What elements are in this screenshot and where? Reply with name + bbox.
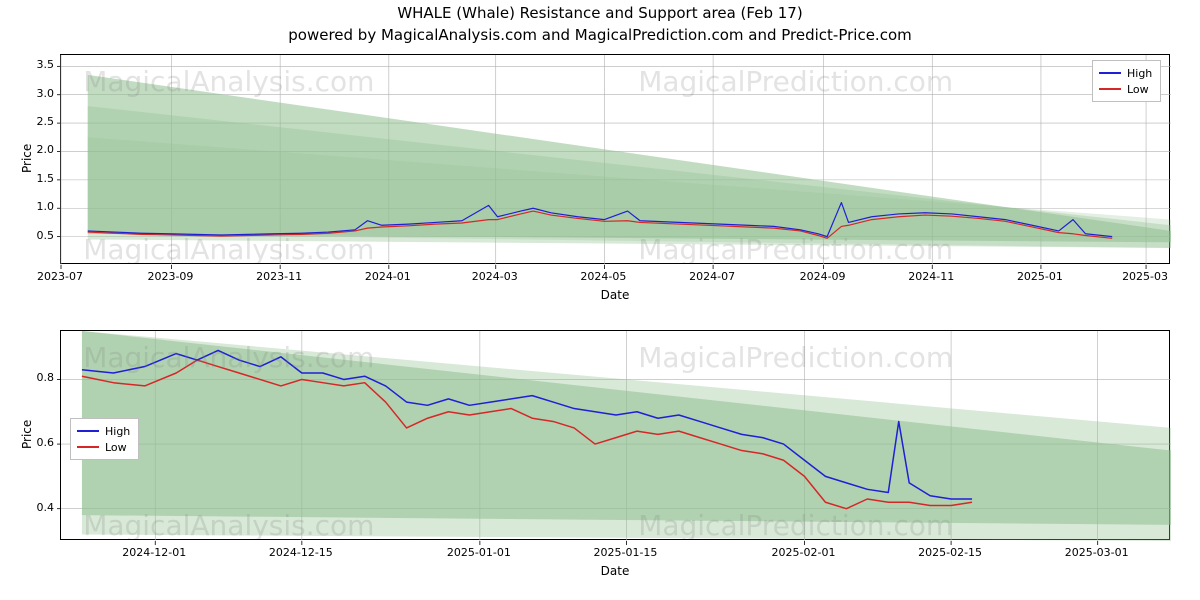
watermark-text: MagicalPrediction.com: [638, 341, 953, 374]
x-tick-label: 2023-11: [256, 270, 302, 283]
y-tick-label: 2.5: [14, 115, 54, 128]
watermark-text: MagicalAnalysis.com: [83, 341, 374, 374]
x-tick-label: 2025-01-01: [447, 546, 511, 559]
legend-item: Low: [1099, 81, 1152, 97]
watermark-text: MagicalPrediction.com: [638, 509, 953, 539]
legend-label: High: [1127, 67, 1152, 80]
y-tick-label: 0.8: [14, 371, 54, 384]
top-chart-overlay: MagicalAnalysis.com MagicalPrediction.com…: [61, 55, 1169, 263]
bottom-chart-panel: MagicalAnalysis.com MagicalPrediction.com…: [60, 330, 1170, 540]
legend-swatch: [1099, 88, 1121, 90]
x-tick-label: 2024-11: [908, 270, 954, 283]
legend-swatch: [77, 446, 99, 448]
top-chart-panel: MagicalAnalysis.com MagicalPrediction.com…: [60, 54, 1170, 264]
y-tick-label: 3.0: [14, 87, 54, 100]
x-tick-label: 2024-12-15: [269, 546, 333, 559]
x-tick-label: 2023-09: [147, 270, 193, 283]
x-tick-label: 2024-09: [800, 270, 846, 283]
watermark-text: MagicalPrediction.com: [638, 233, 953, 263]
legend-label: Low: [1127, 83, 1149, 96]
x-tick-label: 2025-02-01: [772, 546, 836, 559]
x-tick-label: 2025-01: [1017, 270, 1063, 283]
bottom-chart-overlay: MagicalAnalysis.com MagicalPrediction.com…: [61, 331, 1169, 539]
y-tick-label: 1.0: [14, 200, 54, 213]
legend-item: High: [77, 423, 130, 439]
chart-title: WHALE (Whale) Resistance and Support are…: [0, 4, 1200, 22]
legend-swatch: [1099, 72, 1121, 74]
x-tick-label: 2024-03: [472, 270, 518, 283]
legend-item: High: [1099, 65, 1152, 81]
top-x-axis-label: Date: [60, 288, 1170, 302]
bottom-x-axis-label: Date: [60, 564, 1170, 578]
x-tick-label: 2024-12-01: [122, 546, 186, 559]
legend-label: Low: [105, 441, 127, 454]
bottom-legend: High Low: [70, 418, 139, 460]
watermark-text: MagicalAnalysis.com: [83, 65, 374, 98]
legend-item: Low: [77, 439, 130, 455]
y-tick-label: 2.0: [14, 143, 54, 156]
top-legend: High Low: [1092, 60, 1161, 102]
x-tick-label: 2025-03-01: [1065, 546, 1129, 559]
x-tick-label: 2025-02-15: [918, 546, 982, 559]
watermark-text: MagicalAnalysis.com: [83, 233, 374, 263]
watermark-text: MagicalPrediction.com: [638, 65, 953, 98]
y-tick-label: 0.4: [14, 501, 54, 514]
x-tick-label: 2023-07: [37, 270, 83, 283]
legend-label: High: [105, 425, 130, 438]
x-tick-label: 2025-03: [1122, 270, 1168, 283]
y-tick-label: 1.5: [14, 172, 54, 185]
legend-swatch: [77, 430, 99, 432]
x-tick-label: 2025-01-15: [594, 546, 658, 559]
figure: WHALE (Whale) Resistance and Support are…: [0, 0, 1200, 600]
y-tick-label: 3.5: [14, 58, 54, 71]
chart-subtitle: powered by MagicalAnalysis.com and Magic…: [0, 26, 1200, 44]
y-tick-label: 0.6: [14, 436, 54, 449]
y-tick-label: 0.5: [14, 229, 54, 242]
x-tick-label: 2024-07: [689, 270, 735, 283]
x-tick-label: 2024-01: [365, 270, 411, 283]
watermark-text: MagicalAnalysis.com: [83, 509, 374, 539]
x-tick-label: 2024-05: [580, 270, 626, 283]
